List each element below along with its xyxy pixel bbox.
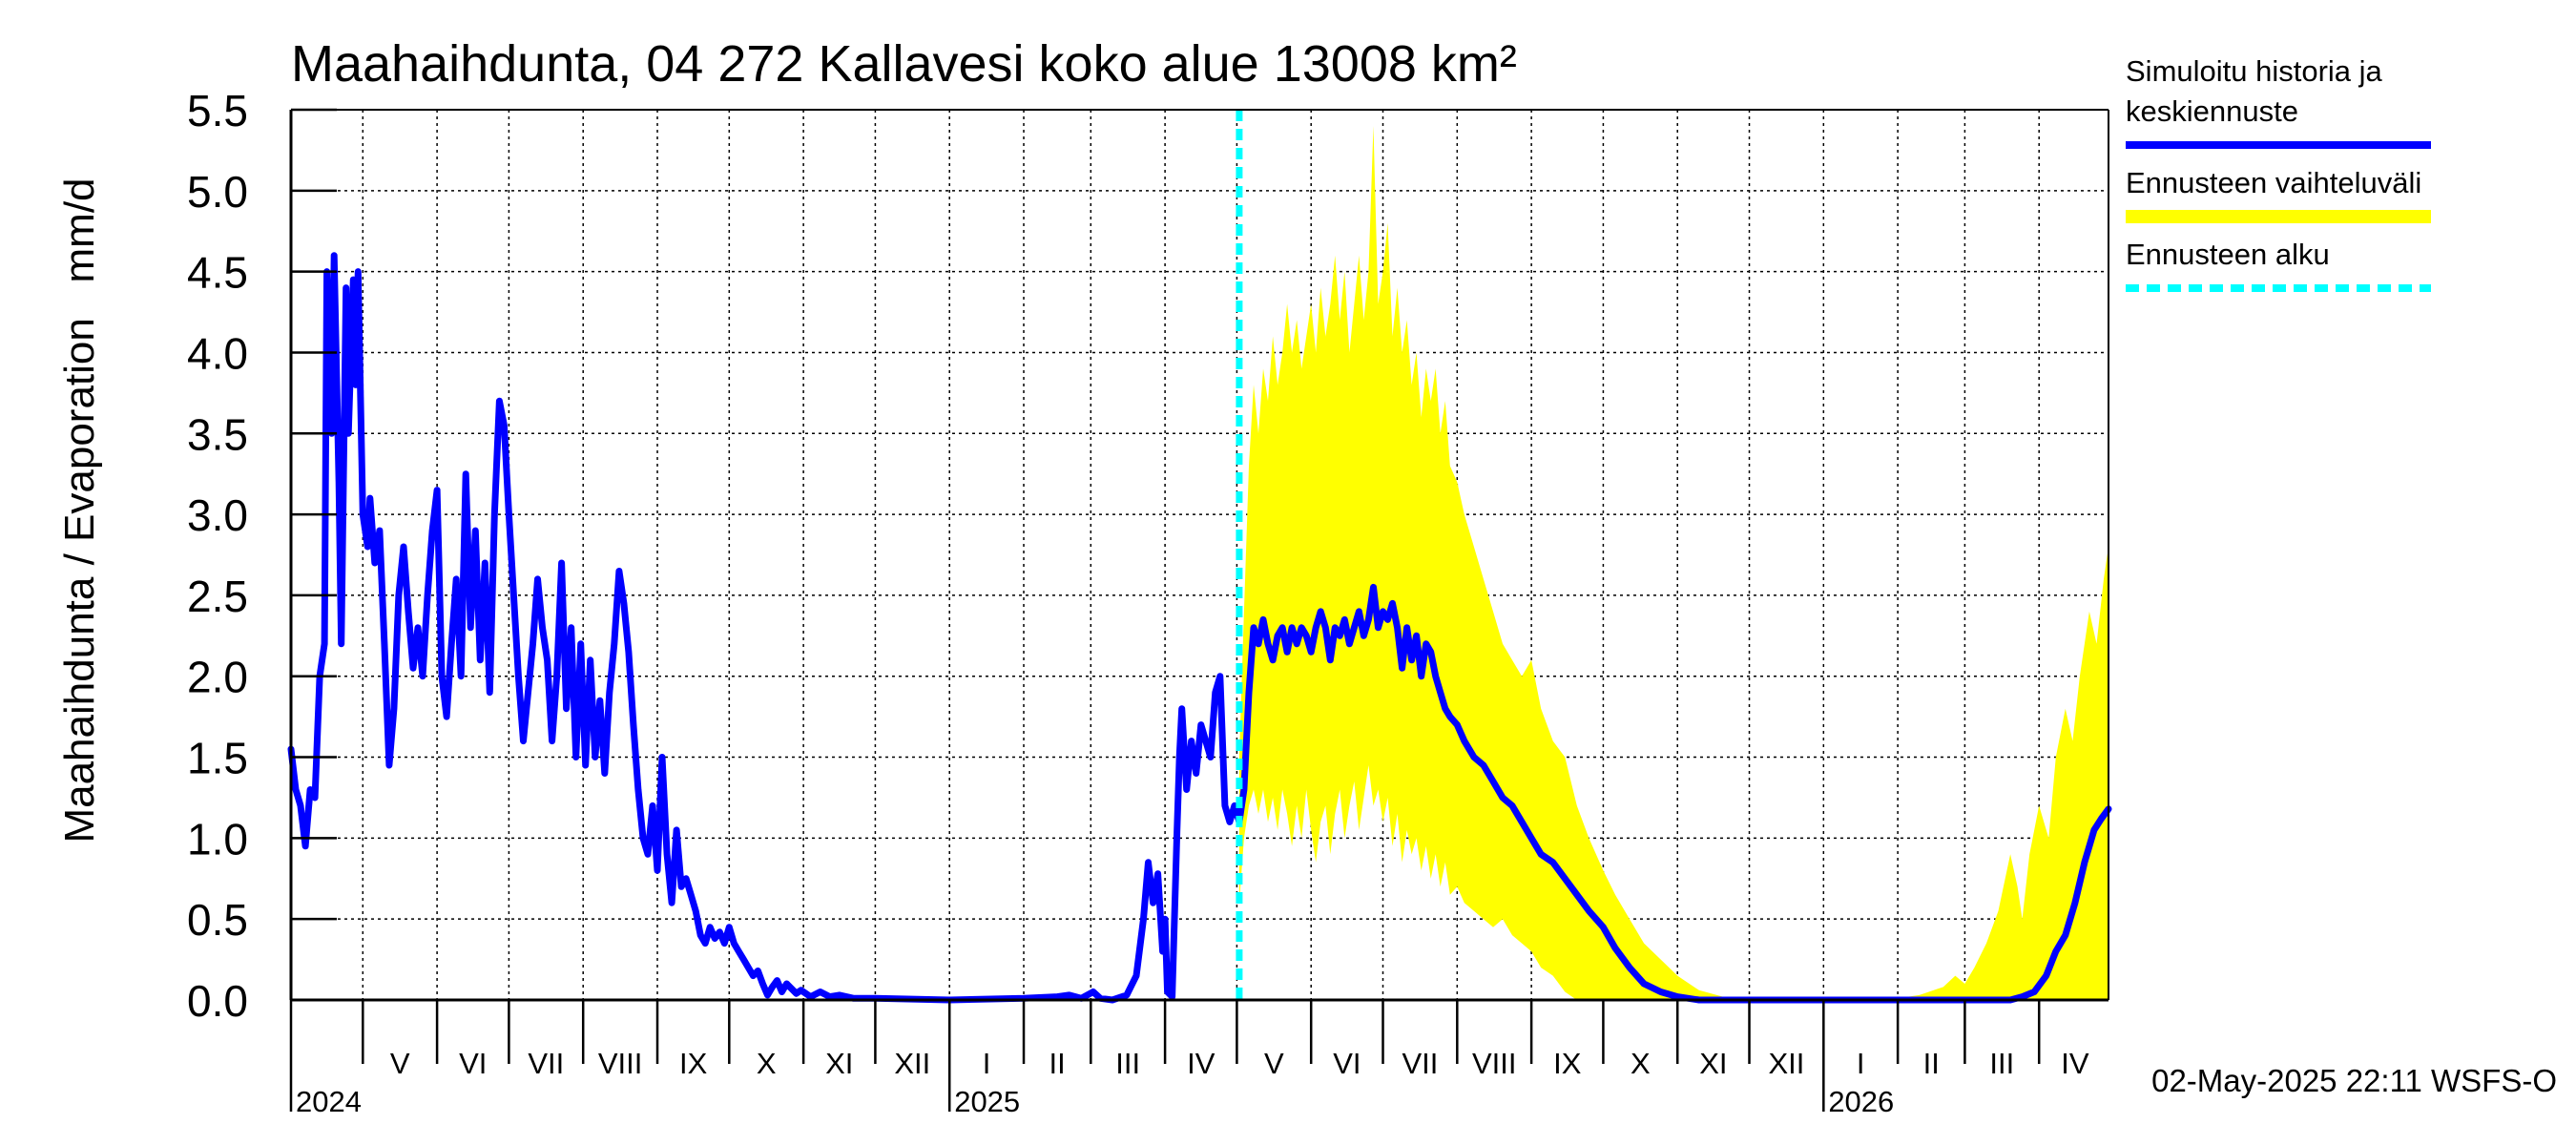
month-label: X: [1631, 1047, 1651, 1080]
y-tick-label: 4.5: [187, 248, 248, 298]
y-tick-label: 0.5: [187, 895, 248, 945]
series-line-layer: [287, 110, 2112, 1004]
month-label: VI: [1333, 1047, 1361, 1080]
y-tick-label: 0.0: [187, 976, 248, 1026]
y-tick-label: 3.0: [187, 490, 248, 540]
simulated-series-line: [287, 252, 2112, 1004]
axes: [289, 108, 2109, 1112]
year-label: 2025: [954, 1085, 1020, 1118]
month-label: VI: [459, 1047, 487, 1080]
month-label: IV: [2061, 1047, 2089, 1080]
month-label: XII: [894, 1047, 930, 1080]
y-tick-label: 5.5: [187, 86, 248, 135]
legend: Simuloitu historia ja keskiennuste Ennuste…: [2126, 54, 2431, 292]
month-label: XII: [1768, 1047, 1804, 1080]
month-label: IX: [679, 1047, 708, 1080]
month-label: X: [757, 1047, 777, 1080]
month-label: III: [1989, 1047, 2014, 1080]
month-label: VIII: [1472, 1047, 1517, 1080]
forecast-range-band: [1238, 126, 2109, 1000]
month-label: II: [1923, 1047, 1940, 1080]
month-label: I: [983, 1047, 991, 1080]
x-axis-labels: V VI VII VIII IX X XI XII I II III IV V VI VII VIII IX X X…: [296, 1047, 2089, 1118]
month-label: VII: [1402, 1047, 1438, 1080]
timestamp-footer: 02-May-2025 22:11 WSFS-O: [2151, 1063, 2557, 1098]
month-label: XI: [825, 1047, 853, 1080]
month-label: II: [1049, 1047, 1066, 1080]
month-label: V: [1264, 1047, 1284, 1080]
month-label: V: [390, 1047, 410, 1080]
month-label: IX: [1553, 1047, 1582, 1080]
chart-title: Maahaihdunta, 04 272 Kallavesi koko alue…: [291, 35, 1517, 93]
month-label: VIII: [598, 1047, 643, 1080]
month-label: I: [1857, 1047, 1865, 1080]
legend-label: Ennusteen vaihteluväli: [2126, 166, 2421, 199]
legend-label: Simuloitu historia ja: [2126, 54, 2383, 88]
month-label: VII: [528, 1047, 564, 1080]
legend-label: Ennusteen alku: [2126, 238, 2330, 271]
y-tick-label: 2.5: [187, 572, 248, 621]
month-label: III: [1115, 1047, 1140, 1080]
legend-label: keskiennuste: [2126, 94, 2298, 128]
y-tick-label: 4.0: [187, 328, 248, 378]
y-axis-title: Maahaihdunta / Evaporation mm/d: [56, 177, 103, 843]
y-tick-label: 3.5: [187, 409, 248, 459]
month-label: IV: [1187, 1047, 1215, 1080]
y-tick-label: 1.5: [187, 734, 248, 783]
grid: [291, 109, 2109, 1000]
year-label: 2026: [1828, 1085, 1894, 1118]
y-axis-labels: 0.0 0.5 1.0 1.5 2.0 2.5 3.0 3.5 4.0 4.5 5.0 5.5: [187, 86, 248, 1026]
month-label: XI: [1699, 1047, 1727, 1080]
forecast-range-band-layer: [1238, 126, 2109, 1000]
year-label: 2024: [296, 1085, 362, 1118]
y-tick-label: 1.0: [187, 814, 248, 864]
y-tick-label: 5.0: [187, 167, 248, 217]
y-tick-label: 2.0: [187, 653, 248, 702]
